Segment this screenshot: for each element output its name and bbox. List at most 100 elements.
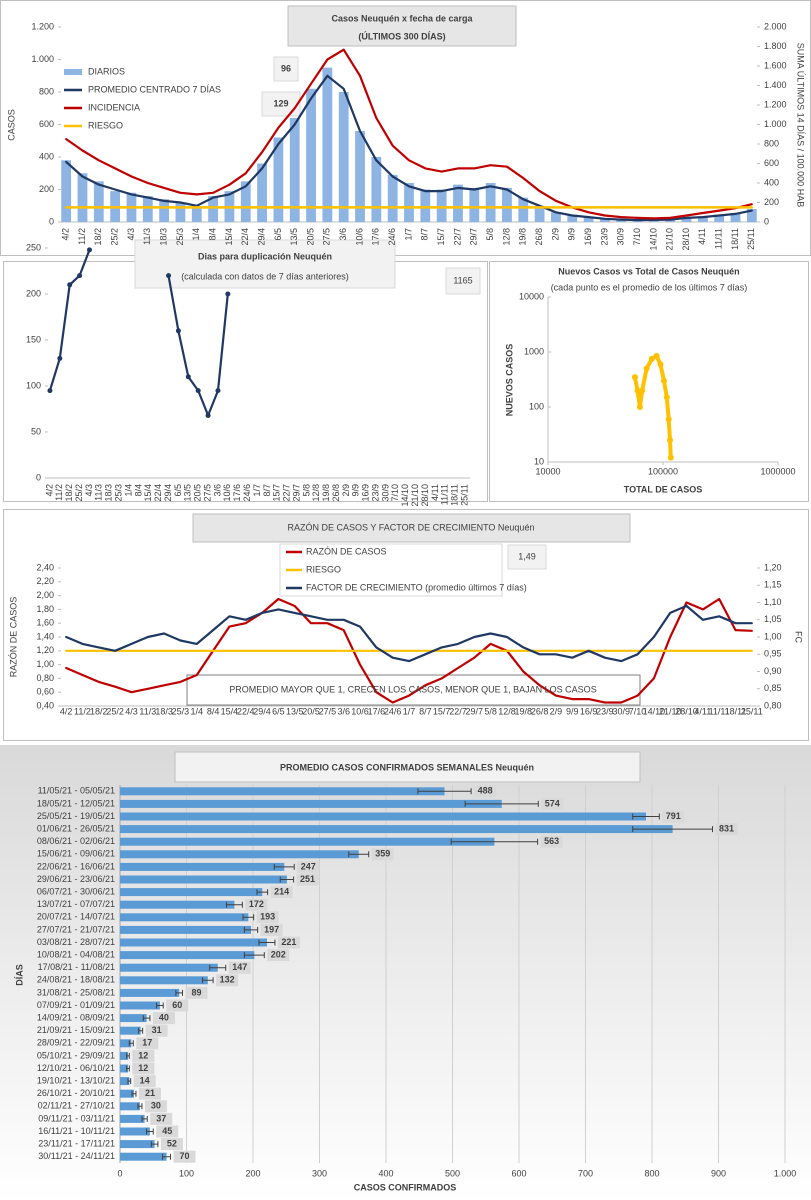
y-tick-label: 1.200: [31, 21, 54, 31]
label-box: [166, 999, 189, 1012]
bar: [77, 173, 88, 222]
x-tick-label: 11/11: [714, 228, 724, 249]
chart-title: Nuevos Casos vs Total de Casos Neuquén: [558, 266, 739, 276]
bar: [273, 137, 284, 222]
y-tick-label: 30/11/21 - 24/11/21: [38, 1151, 115, 1161]
y-tick-label: 100: [26, 380, 41, 390]
x-tick-label: 9/9: [351, 484, 361, 497]
x-tick-label: 11/2: [54, 484, 64, 501]
y-tick-label: 27/07/21 - 21/07/21: [37, 924, 115, 934]
error-bar: [273, 863, 295, 870]
x-tick-label: 18/3: [104, 484, 114, 502]
point: [67, 282, 73, 288]
y-tick-label: 12/10/21 - 06/10/21: [37, 1063, 115, 1073]
x-tick-label: 14/10: [400, 484, 410, 507]
point: [643, 365, 650, 372]
error-bar: [131, 1090, 137, 1097]
x-tick-label: 16/9: [580, 706, 598, 716]
y-tick-label: 1,15: [764, 580, 782, 590]
x-tick-label: 10000: [535, 466, 560, 476]
x-tick-label: 14/10: [648, 228, 658, 251]
x-tick-label: 8/4: [133, 484, 143, 497]
y-tick-label: 1.800: [764, 41, 787, 51]
chart-subtitle: (cada punto es el promedio de los último…: [551, 282, 748, 292]
line: [65, 597, 753, 704]
error-bar: [141, 1115, 148, 1122]
y-tick-label: 09/11/21 - 03/11/21: [38, 1113, 115, 1123]
error-bar: [417, 788, 472, 795]
x-tick-label: 400: [378, 1168, 393, 1178]
y-tick-label: 29/06/21 - 23/06/21: [37, 874, 115, 884]
y-tick-label: 0: [49, 216, 54, 226]
x-tick-label: 11/3: [139, 706, 156, 716]
data-label: 40: [159, 1012, 169, 1022]
chart-title: Dias para duplicación Neuquén: [198, 251, 332, 261]
y-tick-label: 14/09/21 - 08/09/21: [37, 1012, 115, 1022]
data-label: 488: [478, 786, 493, 796]
x-tick-label: 300: [312, 1168, 327, 1178]
point: [166, 273, 172, 279]
y-tick-label: 1.600: [764, 60, 787, 70]
note: PROMEDIO MAYOR QUE 1, CRECEN LOS CASOS, …: [229, 684, 596, 694]
line: [65, 48, 753, 220]
legend-swatch: [64, 69, 82, 75]
data-label: 31: [152, 1025, 162, 1035]
legend-label: RIESGO: [88, 120, 123, 130]
data-label: 197: [264, 924, 279, 934]
x-tick-label: 1.000: [774, 1168, 797, 1178]
annotation-box: [445, 267, 481, 295]
point: [648, 355, 655, 362]
data-label: 563: [544, 836, 559, 846]
bar: [120, 1089, 134, 1098]
x-tick-label: 11/11: [440, 484, 450, 505]
x-tick-label: 21/10: [665, 228, 675, 251]
bar: [120, 1140, 155, 1149]
label-box: [228, 961, 251, 974]
axis-label: RAZÓN DE CASOS: [8, 597, 18, 678]
y-tick-label: 08/06/21 - 02/06/21: [37, 836, 115, 846]
point: [215, 388, 221, 394]
x-tick-label: 26/8: [531, 706, 549, 716]
x-tick-label: 18/2: [90, 706, 108, 716]
x-tick-label: 17/6: [368, 706, 386, 716]
x-tick-label: 500: [445, 1168, 460, 1178]
bar: [681, 217, 692, 222]
data-label: 37: [156, 1113, 166, 1123]
x-tick-label: 15/7: [272, 484, 282, 502]
error-bar: [242, 914, 255, 921]
x-tick-label: 18/3: [155, 706, 173, 716]
bar: [120, 862, 285, 871]
label-box: [270, 886, 293, 899]
x-tick-label: 15/7: [433, 706, 451, 716]
bar: [159, 199, 170, 222]
bar: [120, 812, 647, 821]
data-label: 17: [142, 1038, 152, 1048]
y-tick-label: 25/05/21 - 19/05/21: [37, 811, 115, 821]
error-bar: [243, 926, 259, 933]
x-tick-label: 22/7: [452, 228, 462, 246]
x-tick-label: 900: [711, 1168, 726, 1178]
label-box: [296, 873, 319, 886]
data-label: 12: [138, 1050, 148, 1060]
x-tick-label: 22/7: [449, 706, 467, 716]
y-tick-label: 10: [534, 456, 544, 466]
bar: [120, 913, 249, 922]
x-tick-label: 15/4: [224, 228, 234, 246]
x-tick-label: 29/4: [256, 228, 266, 246]
point: [225, 291, 231, 297]
error-bar: [175, 989, 184, 996]
label-box: [144, 1100, 167, 1113]
point: [639, 387, 646, 394]
x-tick-label: 25/11: [459, 484, 469, 506]
y-tick-label: 11/05/21 - 05/05/21: [38, 786, 115, 796]
bar: [567, 214, 578, 222]
axis-label: NUEVOS CASOS: [504, 344, 514, 417]
bar: [120, 988, 180, 997]
legend-label: RIESGO: [306, 564, 341, 574]
error-bar: [632, 813, 660, 820]
x-tick-label: 11/11: [709, 706, 730, 716]
data-label: 70: [180, 1151, 190, 1161]
label-box: [160, 1138, 183, 1151]
y-tick-label: 28/09/21 - 22/09/21: [37, 1038, 115, 1048]
x-tick-label: 11/2: [74, 706, 91, 716]
